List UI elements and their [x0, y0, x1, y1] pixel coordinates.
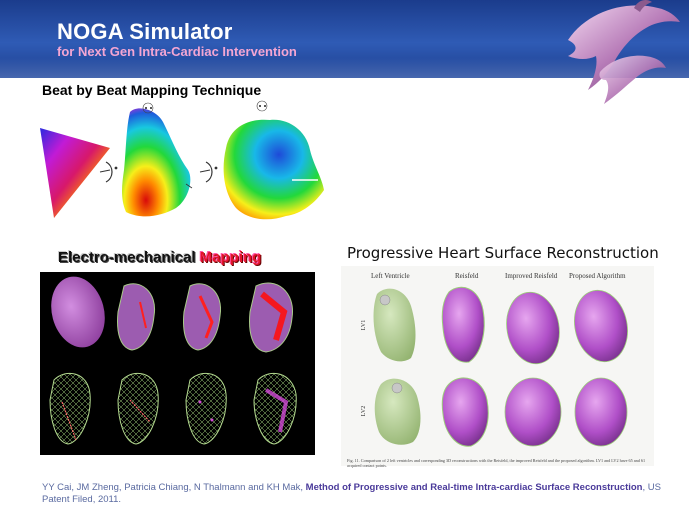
- em-title-part1: Electro-mechanical: [58, 249, 200, 266]
- header-glow: [0, 58, 689, 78]
- citation-authors: YY Cai, JM Zheng, Patricia Chiang, N Tha…: [42, 482, 306, 493]
- em-mesh-3: [185, 372, 227, 445]
- color-scale-triangle: [40, 128, 110, 218]
- lv1-proposed: [574, 289, 628, 363]
- progressive-figure: Left Ventricle Reisfeld Improved Reisfel…: [341, 266, 654, 468]
- em-mesh-4: [253, 372, 297, 445]
- beat-mapping-title: Beat by Beat Mapping Technique: [42, 82, 262, 98]
- lv1-reisfeld: [441, 287, 485, 363]
- lv1-mesh: [373, 288, 416, 362]
- column-label-left-ventricle: Left Ventricle: [371, 272, 410, 280]
- em-mapping-grid: [49, 276, 297, 445]
- page-subtitle: for Next Gen Intra-Cardiac Intervention: [57, 44, 297, 59]
- em-heart-1: [51, 276, 105, 348]
- column-label-proposed-algorithm: Proposed Algorithm: [569, 272, 626, 280]
- lv1-improved-reisfeld: [506, 291, 560, 365]
- activation-map-1: [122, 108, 191, 217]
- page-title: NOGA Simulator: [57, 19, 233, 44]
- citation-footer: YY Cai, JM Zheng, Patricia Chiang, N Tha…: [42, 482, 662, 506]
- citation-patent-title: Method of Progressive and Real-time Intr…: [305, 482, 643, 493]
- figure-caption: Fig. 11. Comparison of 2 left ventricles…: [347, 458, 646, 468]
- lv2-reisfeld: [441, 377, 489, 447]
- lv2-proposed: [574, 377, 628, 447]
- em-mesh-1: [49, 372, 91, 445]
- em-heart-4: [249, 282, 293, 353]
- em-title-part2: Mapping: [199, 249, 262, 266]
- citation-patent-status: , US Patent Filed, 2011.: [42, 482, 661, 505]
- reconstruction-grid: [373, 287, 628, 447]
- em-mesh-2: [117, 372, 159, 445]
- em-mapping-figure: [40, 272, 315, 455]
- em-heart-2: [117, 283, 156, 351]
- dolphin-icon: [568, 0, 680, 104]
- column-label-reisfeld: Reisfeld: [455, 272, 479, 280]
- activation-map-2: [223, 119, 324, 220]
- lv2-improved-reisfeld: [504, 377, 562, 447]
- progressive-title: Progressive Heart Surface Reconstruction: [347, 244, 659, 262]
- em-heart-3: [183, 283, 222, 351]
- beat-mapping-figure: [40, 100, 324, 220]
- column-label-improved-reisfeld: Improved Reisfeld: [505, 272, 558, 280]
- em-mapping-title: Electro-mechanical Mapping: [58, 249, 261, 266]
- lv2-mesh: [374, 378, 421, 445]
